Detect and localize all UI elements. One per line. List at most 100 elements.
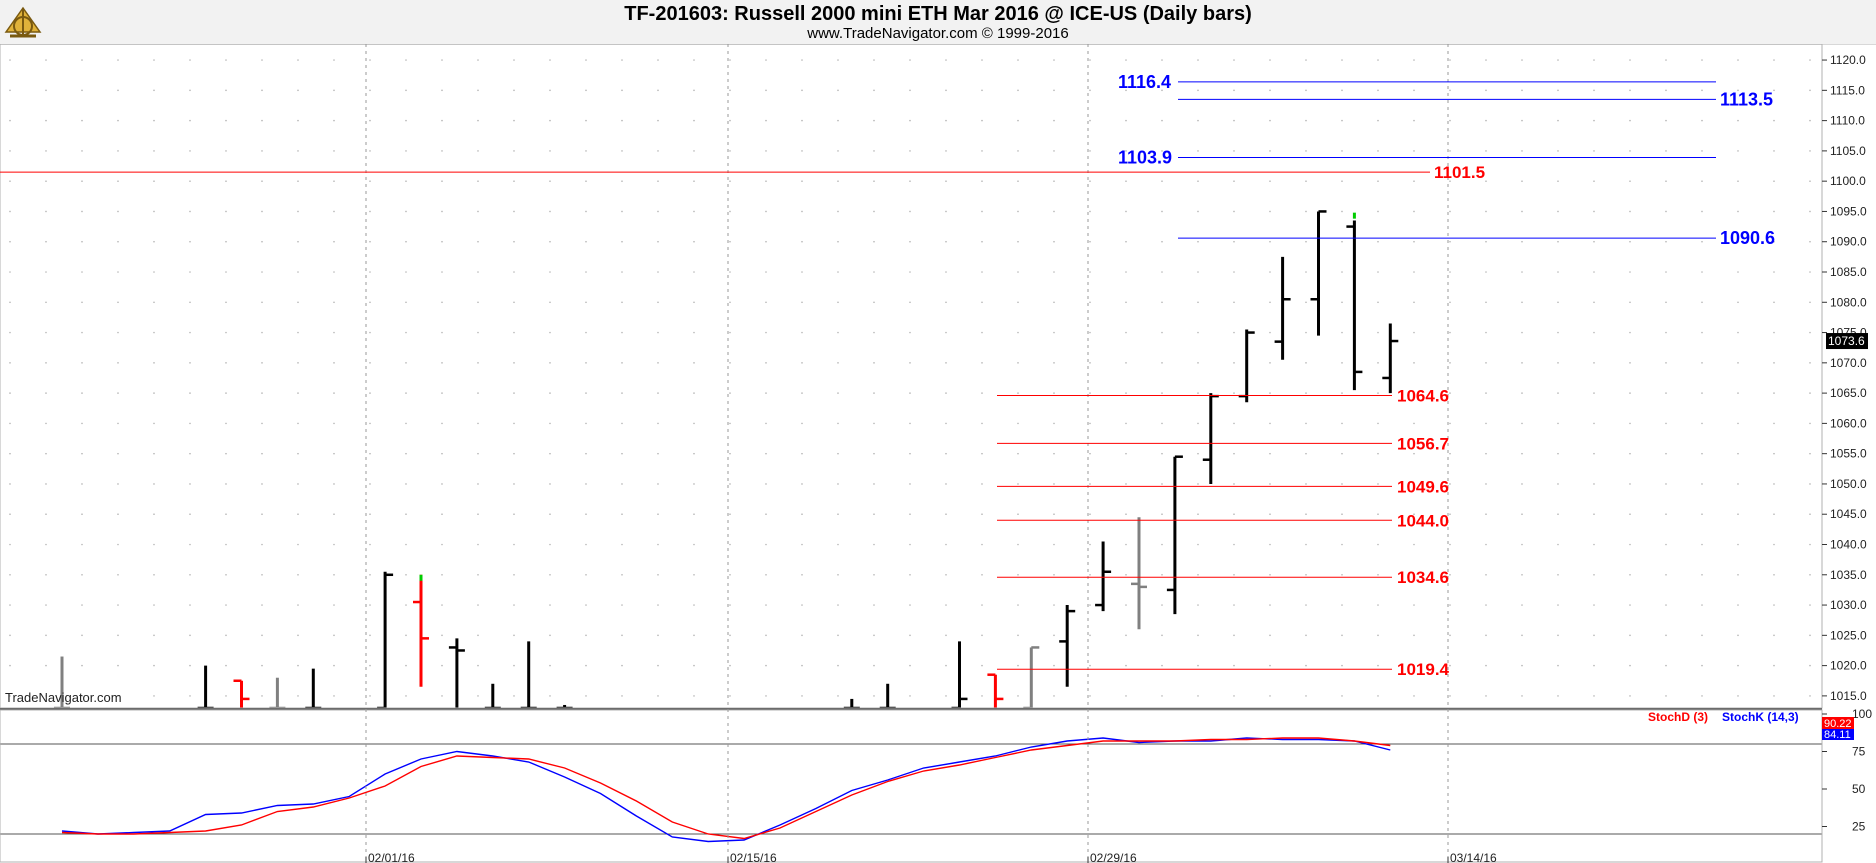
x-tick-label: 03/14/16 — [1450, 851, 1497, 863]
grid-dot — [873, 150, 875, 152]
sextant-logo-icon[interactable] — [2, 2, 44, 42]
grid-dot — [45, 180, 47, 182]
grid-dot — [513, 452, 515, 455]
blue-level-label: 1116.4 — [1118, 72, 1171, 92]
grid-dot — [1521, 271, 1523, 273]
price-chart[interactable]: 1015.0 1020.0 1025.0 1030.0 1035.0 1040.0 1045… — [0, 44, 1876, 863]
blue-level-label: 1090.6 — [1720, 228, 1775, 248]
grid-dot — [513, 422, 515, 425]
grid-dot — [549, 604, 551, 606]
grid-dot — [801, 362, 803, 364]
grid-dot — [945, 59, 947, 61]
grid-dot — [81, 240, 83, 243]
grid-dot — [1161, 543, 1163, 546]
grid-dot — [1305, 392, 1307, 394]
grid-dot — [1809, 150, 1811, 152]
grid-dot — [1233, 180, 1235, 182]
grid-dot — [1233, 483, 1235, 485]
grid-dot — [1197, 664, 1199, 667]
grid-dot — [9, 240, 11, 243]
grid-dot — [297, 695, 299, 697]
grid-dot — [513, 210, 515, 213]
grid-dot — [1521, 573, 1523, 576]
grid-dot — [1521, 664, 1523, 667]
grid-dot — [801, 331, 803, 334]
grid-dot — [981, 392, 983, 394]
grid-dot — [837, 89, 839, 92]
grid-dot — [945, 150, 947, 152]
grid-dot — [621, 543, 623, 546]
grid-dot — [1737, 210, 1739, 213]
grid-dot — [657, 150, 659, 152]
grid-dot — [81, 301, 83, 304]
grid-dot — [873, 634, 875, 637]
grid-dot — [45, 271, 47, 273]
grid-dot — [297, 210, 299, 213]
grid-dot — [1413, 59, 1415, 61]
grid-dot — [1017, 422, 1019, 425]
grid-dot — [117, 180, 119, 182]
grid-dot — [981, 240, 983, 243]
grid-dot — [45, 150, 47, 152]
ohlc-bar — [305, 668, 322, 710]
grid-dot — [1233, 301, 1235, 304]
grid-dot — [1125, 483, 1127, 485]
grid-dot — [117, 362, 119, 364]
grid-dot — [405, 604, 407, 606]
grid-dot — [765, 362, 767, 364]
grid-dot — [225, 573, 227, 576]
grid-dot — [1269, 695, 1271, 697]
grid-dot — [117, 604, 119, 606]
grid-dot — [1341, 664, 1343, 667]
grid-dot — [1341, 543, 1343, 546]
grid-dot — [1233, 89, 1235, 92]
grid-dot — [1125, 89, 1127, 92]
grid-dot — [1557, 119, 1559, 122]
grid-dot — [837, 271, 839, 273]
grid-dot — [1701, 452, 1703, 455]
grid-dot — [1521, 150, 1523, 152]
grid-dot — [981, 483, 983, 485]
grid-dot — [261, 422, 263, 425]
grid-dot — [549, 392, 551, 394]
grid-dot — [1629, 89, 1631, 92]
grid-dot — [1305, 543, 1307, 546]
grid-dot — [1089, 664, 1091, 667]
grid-dot — [1737, 543, 1739, 546]
grid-dot — [369, 422, 371, 425]
grid-dot — [1089, 210, 1091, 213]
grid-dot — [1341, 452, 1343, 455]
legend-stoch-k: StochK (14,3) — [1722, 710, 1799, 724]
grid-dot — [369, 452, 371, 455]
grid-dot — [1233, 513, 1235, 516]
grid-dot — [1485, 210, 1487, 213]
grid-dot — [1773, 180, 1775, 182]
grid-dot — [873, 301, 875, 304]
ohlc-bar — [1059, 605, 1076, 687]
grid-dot — [405, 150, 407, 152]
grid-dot — [405, 695, 407, 697]
grid-dot — [1449, 210, 1451, 213]
grid-dot — [1125, 664, 1127, 667]
grid-dot — [9, 422, 11, 425]
grid-dot — [153, 634, 155, 637]
grid-dot — [1521, 301, 1523, 304]
grid-dot — [9, 271, 11, 273]
grid-dot — [693, 573, 695, 576]
grid-dot — [1809, 543, 1811, 546]
grid-dot — [513, 573, 515, 576]
grid-dot — [117, 392, 119, 394]
grid-dot — [621, 664, 623, 667]
stoch-d-line — [61, 737, 1391, 840]
grid-dot — [981, 543, 983, 546]
grid-dot — [81, 452, 83, 455]
grid-dot — [1125, 331, 1127, 334]
y-tick-label: 1040.0 — [1830, 538, 1867, 552]
grid-dot — [1773, 301, 1775, 304]
grid-dot — [1521, 695, 1523, 697]
grid-dot — [1125, 301, 1127, 304]
y-tick-label: 1105.0 — [1830, 144, 1866, 158]
grid-dot — [153, 452, 155, 455]
grid-dot — [1557, 664, 1559, 667]
grid-dot — [1161, 210, 1163, 213]
